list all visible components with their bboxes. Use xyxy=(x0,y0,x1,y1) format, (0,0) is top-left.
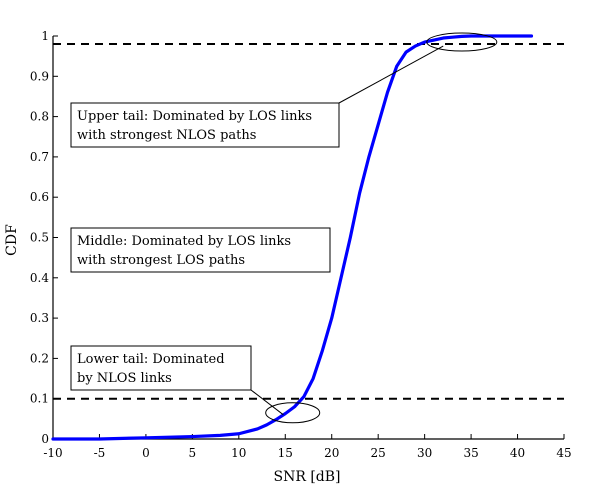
annotation-lower-tail-text: Lower tail: Dominated xyxy=(77,352,225,367)
annotation-upper-tail-text: Upper tail: Dominated by LOS links xyxy=(77,109,312,124)
annotation-upper-tail-ellipse xyxy=(426,32,498,52)
y-tick-label: 0.3 xyxy=(30,311,49,325)
y-tick-label: 1 xyxy=(41,29,49,43)
annotation-lower-tail-text: by NLOS links xyxy=(77,371,172,386)
annotation-upper-tail-box xyxy=(70,102,340,148)
y-tick-label: 0.1 xyxy=(30,392,49,406)
annotation-lower-tail-leader xyxy=(250,389,284,416)
annotation-middle-text: with strongest LOS paths xyxy=(77,253,245,268)
x-axis-label: SNR [dB] xyxy=(273,469,340,485)
annotation-upper-tail: Upper tail: Dominated by LOS links with s… xyxy=(70,32,498,148)
x-tick-label: 45 xyxy=(556,446,571,460)
y-tick-label: 0.2 xyxy=(30,351,49,365)
annotation-lower-tail-box xyxy=(70,345,252,391)
y-tick-label: 0.5 xyxy=(30,231,49,245)
y-tick-label: 0.8 xyxy=(30,110,49,124)
annotation-middle: Middle: Dominated by LOS links with stron… xyxy=(70,227,331,273)
annotation-lower-tail-ellipse xyxy=(265,402,321,424)
tick-labels: -10 -5 0 5 10 15 20 25 30 35 40 45 0 0.1 0.2 0.3 0.4 0.5 0… xyxy=(30,29,572,460)
annotation-upper-tail-leader xyxy=(338,45,444,104)
x-tick-label: -5 xyxy=(94,446,106,460)
x-tick-label: 5 xyxy=(189,446,197,460)
y-tick-label: 0.9 xyxy=(30,69,49,83)
x-tick-label: 30 xyxy=(417,446,432,460)
y-tick-label: 0.4 xyxy=(30,271,49,285)
x-tick-label: 0 xyxy=(142,446,150,460)
annotations: Upper tail: Dominated by LOS links with s… xyxy=(70,32,498,424)
x-tick-label: 10 xyxy=(231,446,246,460)
y-tick-label: 0 xyxy=(41,432,49,446)
series-group xyxy=(51,34,534,441)
x-tick-label: -10 xyxy=(43,446,62,460)
x-tick-label: 20 xyxy=(324,446,339,460)
y-tick-label: 0.7 xyxy=(30,150,49,164)
annotation-lower-tail: Lower tail: Dominated by NLOS links xyxy=(70,345,321,424)
x-tick-label: 35 xyxy=(463,446,478,460)
y-axis-label: CDF xyxy=(4,224,20,256)
cdf-line-0 xyxy=(51,34,534,441)
x-tick-label: 25 xyxy=(371,446,386,460)
annotation-upper-tail-text: with strongest NLOS paths xyxy=(77,128,256,143)
x-tick-label: 40 xyxy=(510,446,525,460)
x-tick-label: 15 xyxy=(278,446,293,460)
annotation-middle-box xyxy=(70,227,331,273)
annotation-middle-text: Middle: Dominated by LOS links xyxy=(77,234,291,249)
reference-lines xyxy=(53,43,564,400)
y-tick-label: 0.6 xyxy=(30,190,49,204)
